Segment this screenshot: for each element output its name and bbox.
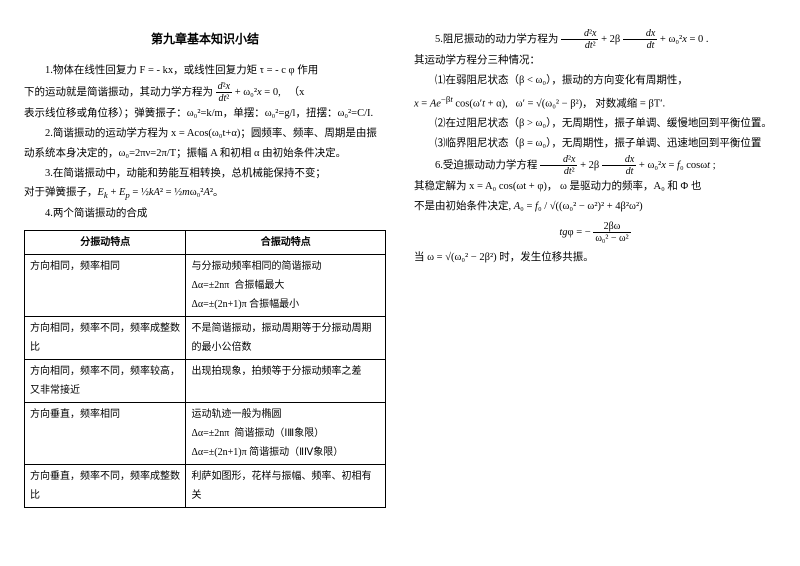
- frac-d2x-2: d²xdt²: [561, 28, 598, 51]
- cell: 不是简谐振动，振动周期等于分振动周期的最小公倍数: [186, 317, 386, 360]
- cell: 方向相同，频率相同: [25, 255, 186, 317]
- p3b: 对于弹簧振子，Ek + Ep = ½kA² = ½mω₀²A²。: [24, 183, 386, 204]
- composition-table: 分振动特点 合振动特点 方向相同，频率相同 与分振动频率相同的简谐振动Δα=±2…: [24, 230, 386, 508]
- tg-phi-eq: tgφ = − 2βωω₀² − ω²: [414, 221, 776, 244]
- p1b-text: 下的运动就是简谐振动，其动力学方程为: [24, 87, 216, 98]
- p1-line1: 1.物体在线性回复力 F = - kx，或线性回复力矩 τ = - c φ 作用: [24, 61, 386, 81]
- p6b: 其稳定解为 x = A₀ cos(ωt + φ)， ω 是驱动力的频率，A₀ 和…: [414, 177, 776, 197]
- p5f: ⑶临界阻尼状态（β = ω₀），无周期性，振子单调、迅速地回到平衡位置: [414, 134, 776, 154]
- cell: 运动轨迹一般为椭圆Δα=±2nπ 简谐振动（ⅠⅢ象限）Δα=±(2n+1)π 简…: [186, 403, 386, 465]
- p6-line1: 6.受迫振动动力学方程 d²xdt² + 2β dxdt + ω₀²x = f₀…: [414, 154, 776, 177]
- left-column: 第九章基本知识小结 1.物体在线性回复力 F = - kx，或线性回复力矩 τ …: [24, 28, 386, 508]
- p1-line2: 下的运动就是简谐振动，其动力学方程为 d²xdt² + ω₀²x = 0, （x: [24, 81, 386, 104]
- table-row: 方向相同，频率不同，频率成整数比 不是简谐振动，振动周期等于分振动周期的最小公倍…: [25, 317, 386, 360]
- p6c: 不是由初始条件决定, A₀ = f₀ / √((ω₀² − ω²)² + 4β²…: [414, 197, 776, 217]
- p5a-text: 5.阻尼振动的动力学方程为: [435, 34, 561, 45]
- cell: 出现拍现象，拍频等于分振动频率之差: [186, 360, 386, 403]
- p3: 3.在简谐振动中，动能和势能互相转换，总机械能保持不变；: [24, 164, 386, 184]
- p1a-text: 1.物体在线性回复力 F = - kx，或线性回复力矩 τ = - c φ 作用: [45, 65, 318, 76]
- frac-dx-2: dxdt: [602, 154, 636, 177]
- cell: 方向垂直，频率不同，频率成整数比: [25, 465, 186, 508]
- table-row: 方向垂直，频率不同，频率成整数比 利萨如图形，花样与振幅、频率、初相有关: [25, 465, 386, 508]
- p2: 2.简谐振动的运动学方程为 x = Acos(ω₀t+α)；圆频率、频率、周期是…: [24, 124, 386, 164]
- cell: 方向相同，频率不同，频率较高，又非常接近: [25, 360, 186, 403]
- th-2: 合振动特点: [186, 231, 386, 255]
- table-row: 方向相同，频率相同 与分振动频率相同的简谐振动Δα=±2nπ 合振幅最大Δα=±…: [25, 255, 386, 317]
- p1c-text: （x: [289, 87, 305, 98]
- cell: 利萨如图形，花样与振幅、频率、初相有关: [186, 465, 386, 508]
- frac-d2x: d²xdt²: [216, 81, 232, 104]
- table-row: 方向相同，频率不同，频率较高，又非常接近 出现拍现象，拍频等于分振动频率之差: [25, 360, 386, 403]
- p5c: ⑴在弱阻尼状态（β < ω₀），振动的方向变化有周期性，: [414, 71, 776, 91]
- frac-dx: dxdt: [623, 28, 657, 51]
- p6a-text: 6.受迫振动动力学方程: [435, 160, 540, 171]
- right-column: 5.阻尼振动的动力学方程为 d²xdt² + 2β dxdt + ω₀²x = …: [414, 28, 776, 508]
- cell: 方向相同，频率不同，频率成整数比: [25, 317, 186, 360]
- p4: 4.两个简谐振动的合成: [24, 204, 386, 224]
- chapter-title: 第九章基本知识小结: [24, 28, 386, 51]
- frac-tgphi: 2βωω₀² − ω²: [593, 221, 630, 244]
- p5d: x = Ae−βt cos(ω′t + α), ω′ = √(ω₀² − β²)…: [414, 91, 776, 114]
- cell: 与分振动频率相同的简谐振动Δα=±2nπ 合振幅最大Δα=±(2n+1)π 合振…: [186, 255, 386, 317]
- th-1: 分振动特点: [25, 231, 186, 255]
- cell: 方向垂直，频率相同: [25, 403, 186, 465]
- table-row: 方向垂直，频率相同 运动轨迹一般为椭圆Δα=±2nπ 简谐振动（ⅠⅢ象限）Δα=…: [25, 403, 386, 465]
- table-header-row: 分振动特点 合振动特点: [25, 231, 386, 255]
- p5b: 其运动学方程分三种情况：: [414, 51, 776, 71]
- p6d: 当 ω = √(ω₀² − 2β²) 时，发生位移共振。: [414, 248, 776, 268]
- frac-d2x-3: d²xdt²: [540, 154, 577, 177]
- p5e: ⑵在过阻尼状态（β > ω₀），无周期性，振子单调、缓慢地回到平衡位置。: [414, 114, 776, 134]
- p1d: 表示线位移或角位移）；弹簧振子：ω₀²=k/m，单摆：ω₀²=g/l，扭摆：ω₀…: [24, 104, 386, 124]
- p5-line1: 5.阻尼振动的动力学方程为 d²xdt² + 2β dxdt + ω₀²x = …: [414, 28, 776, 51]
